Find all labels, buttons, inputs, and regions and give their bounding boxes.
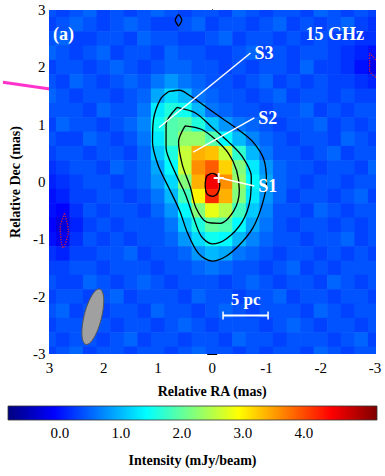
svg-text:2.0: 2.0 bbox=[172, 425, 191, 441]
svg-text:15 GHz: 15 GHz bbox=[306, 24, 365, 44]
svg-text:0.0: 0.0 bbox=[50, 425, 69, 441]
svg-text:3: 3 bbox=[46, 360, 54, 376]
svg-text:0: 0 bbox=[208, 360, 216, 376]
svg-text:-1: -1 bbox=[260, 360, 273, 376]
svg-text:3.0: 3.0 bbox=[233, 425, 252, 441]
svg-text:S3: S3 bbox=[255, 43, 274, 63]
svg-text:1: 1 bbox=[38, 117, 46, 133]
svg-text:2: 2 bbox=[100, 360, 108, 376]
svg-text:-1: -1 bbox=[33, 231, 46, 247]
svg-text:4.0: 4.0 bbox=[294, 425, 313, 441]
svg-text:Intensity (mJy/beam): Intensity (mJy/beam) bbox=[129, 453, 257, 469]
svg-text:1: 1 bbox=[154, 360, 162, 376]
svg-text:Relative RA (mas): Relative RA (mas) bbox=[158, 384, 267, 400]
svg-text:5 pc: 5 pc bbox=[231, 290, 261, 309]
svg-text:(a): (a) bbox=[53, 24, 74, 45]
svg-text:-2: -2 bbox=[33, 289, 46, 305]
svg-text:3: 3 bbox=[38, 2, 46, 18]
svg-text:0: 0 bbox=[38, 174, 46, 190]
svg-text:S1: S1 bbox=[258, 176, 277, 196]
svg-text:-2: -2 bbox=[314, 360, 327, 376]
svg-text:1.0: 1.0 bbox=[111, 425, 130, 441]
svg-text:Relative Dec (mas): Relative Dec (mas) bbox=[8, 126, 24, 238]
svg-text:-3: -3 bbox=[33, 346, 46, 362]
svg-text:S2: S2 bbox=[258, 108, 277, 128]
svg-text:-3: -3 bbox=[369, 360, 382, 376]
svg-text:2: 2 bbox=[38, 59, 46, 75]
